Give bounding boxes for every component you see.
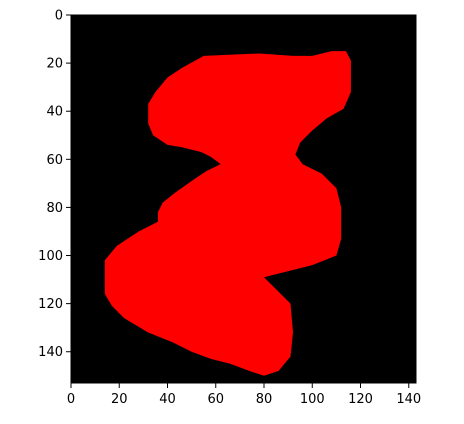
x-tick-label: 40 — [159, 392, 176, 407]
y-tick-label: 40 — [46, 105, 63, 120]
y-tick-label: 60 — [46, 153, 63, 168]
x-tick-label: 80 — [256, 392, 273, 407]
x-tick-label: 120 — [348, 392, 373, 407]
x-tick-label: 0 — [67, 392, 75, 407]
y-axis: 0 20 40 60 80 100 120 140 — [38, 9, 71, 361]
x-tick-label: 140 — [396, 392, 421, 407]
x-tick-label: 20 — [111, 392, 128, 407]
y-tick-label: 80 — [46, 201, 63, 216]
x-axis: 0 20 40 60 80 100 120 140 — [67, 383, 421, 407]
y-tick-label: 100 — [38, 249, 63, 264]
y-tick-label: 0 — [55, 9, 63, 24]
x-tick-label: 60 — [207, 392, 224, 407]
y-tick-label: 120 — [38, 297, 63, 312]
y-tick-label: 140 — [38, 345, 63, 360]
y-tick-label: 20 — [46, 57, 63, 72]
x-tick-label: 100 — [300, 392, 325, 407]
